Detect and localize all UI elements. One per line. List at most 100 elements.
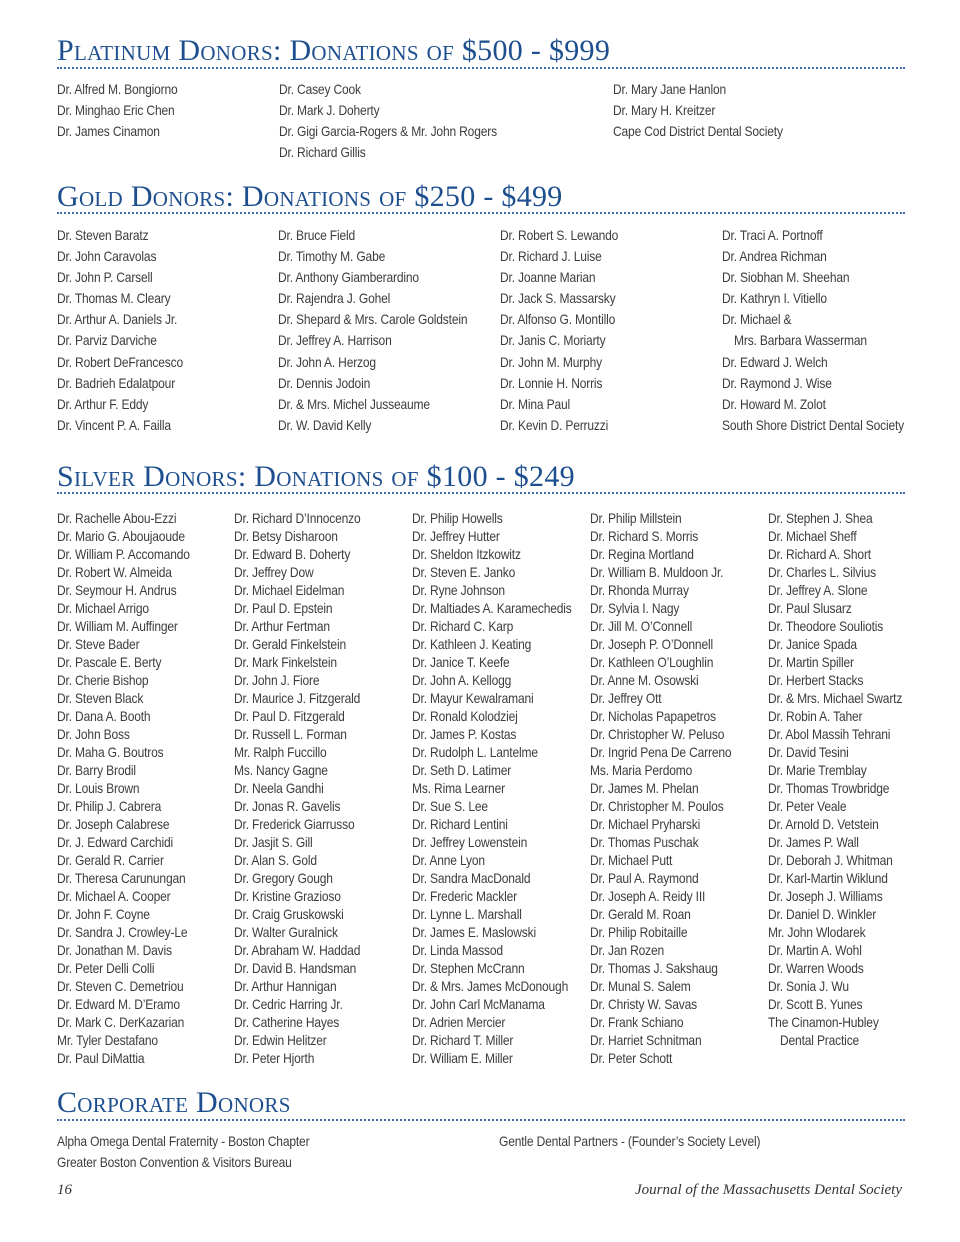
donor-name: Dr. Michael & bbox=[722, 311, 792, 328]
donor-name: Dr. Steven C. Demetriou bbox=[57, 978, 184, 995]
donor-name: Dr. Kathryn I. Vitiello bbox=[722, 290, 827, 307]
donor-name: Dr. Nicholas Papapetros bbox=[590, 708, 716, 725]
donor-name: Dr. Sonia J. Wu bbox=[768, 978, 849, 995]
platinum-column: Dr. Mary Jane Hanlon Dr. Mary H. Kreitzer… bbox=[613, 79, 810, 142]
donor-name: Dr. Siobhan M. Sheehan bbox=[722, 269, 850, 286]
donor-name: Dr. Michael Pryharski bbox=[590, 816, 701, 833]
donor-name: Dr. Gerald R. Carrier bbox=[57, 852, 164, 869]
donor-name: Dr. Parviz Darviche bbox=[57, 332, 157, 349]
donor-name: Mr. Ralph Fuccillo bbox=[234, 744, 327, 761]
donor-name: Dr. Edward J. Welch bbox=[722, 353, 828, 370]
donor-name: Dr. Howard M. Zolot bbox=[722, 395, 826, 412]
donor-name: Dr. Michael Arrigo bbox=[57, 600, 149, 617]
donor-name: Dr. Mario G. Aboujaoude bbox=[57, 528, 185, 545]
donor-name: Dr. Abraham W. Haddad bbox=[234, 942, 361, 959]
donor-name: Mr. Tyler Destafano bbox=[57, 1032, 158, 1049]
donor-name: Dr. Linda Massod bbox=[412, 942, 503, 959]
donor-name: Dr. James Cinamon bbox=[57, 123, 160, 139]
donor-name: Dr. Gerald Finkelstein bbox=[234, 636, 346, 653]
donor-name: Dr. Thomas Trowbridge bbox=[768, 780, 890, 797]
gold-column: Dr. Traci A. Portnoff Dr. Andrea Richman D… bbox=[722, 225, 934, 436]
donor-name: Dr. Christopher W. Peluso bbox=[590, 726, 725, 743]
donor-name: Dr. Joseph A. Reidy III bbox=[590, 888, 706, 905]
donor-name: South Shore District Dental Society bbox=[722, 416, 905, 433]
donor-name: Dr. Minghao Eric Chen bbox=[57, 102, 175, 118]
donor-name: Dr. Scott B. Yunes bbox=[768, 996, 863, 1013]
donor-name: Dr. Rajendra J. Gohel bbox=[278, 290, 391, 307]
corporate-column: Gentle Dental Partners - (Founder’s Soci… bbox=[499, 1131, 803, 1152]
gold-column: Dr. Robert S. Lewando Dr. Richard J. Luis… bbox=[500, 225, 637, 436]
donor-name: Dr. Mark C. DerKazarian bbox=[57, 1014, 185, 1031]
donor-name: Greater Boston Convention & Visitors Bur… bbox=[57, 1154, 292, 1170]
donor-name: Dr. Herbert Stacks bbox=[768, 672, 864, 689]
donor-name: Dr. William E. Miller bbox=[412, 1050, 513, 1067]
donor-name: Dr. Cherie Bishop bbox=[57, 672, 149, 689]
donor-name: Dr. Warren Woods bbox=[768, 960, 864, 977]
donor-name: Dr. Joanne Marian bbox=[500, 269, 596, 286]
donor-name: Dr. Mary Jane Hanlon bbox=[613, 81, 727, 97]
donor-name: Dr. Jeffrey Ott bbox=[590, 690, 662, 707]
donor-name: Dr. Jonas R. Gavelis bbox=[234, 798, 341, 815]
donor-name: Dr. Ingrid Pena De Carreno bbox=[590, 744, 732, 761]
donor-name: Dr. Rudolph L. Lantelme bbox=[412, 744, 538, 761]
donor-name: Dr. Edward M. D’Eramo bbox=[57, 996, 180, 1013]
donor-name: Dr. Ronald Kolodziej bbox=[412, 708, 518, 725]
donor-name: Dr. Anthony Giamberardino bbox=[278, 269, 419, 286]
donor-name: Dr. Janis C. Moriarty bbox=[500, 332, 606, 349]
donor-name: Dr. John M. Murphy bbox=[500, 353, 602, 370]
donor-name: Dr. & Mrs. Michel Jusseaume bbox=[278, 395, 430, 412]
donor-name: Dr. Jeffrey A. Slone bbox=[768, 582, 868, 599]
donor-name: Dr. Arthur F. Eddy bbox=[57, 395, 149, 412]
donor-name: Dr. James E. Maslowski bbox=[412, 924, 537, 941]
donor-name: Dr. Jeffrey A. Harrison bbox=[278, 332, 392, 349]
donor-name: Dr. Walter Guralnick bbox=[234, 924, 338, 941]
donor-name: Dr. Raymond J. Wise bbox=[722, 374, 832, 391]
donor-name: Dr. David Tesini bbox=[768, 744, 849, 761]
gold-column: Dr. Steven Baratz Dr. John Caravolas Dr. J… bbox=[57, 225, 204, 436]
donor-name: Dr. Craig Gruskowski bbox=[234, 906, 344, 923]
donor-name: Dr. Barry Brodil bbox=[57, 762, 136, 779]
donor-name: Dr. Lynne L. Marshall bbox=[412, 906, 522, 923]
donor-name: Dr. Theresa Carunungan bbox=[57, 870, 186, 887]
donor-name: Cape Cod District Dental Society bbox=[613, 123, 783, 139]
silver-column: Dr. Stephen J. Shea Dr. Michael Sheff Dr. … bbox=[768, 509, 924, 1049]
silver-column: Dr. Richard D’Innocenzo Dr. Betsy Disharo… bbox=[234, 509, 381, 1067]
donor-name: Dr. Philip Robitaille bbox=[590, 924, 688, 941]
donor-name: Dr. William M. Auffinger bbox=[57, 618, 178, 635]
donor-name: Dr. Catherine Hayes bbox=[234, 1014, 340, 1031]
donor-name: Dr. Kristine Grazioso bbox=[234, 888, 341, 905]
donor-name: Dr. John Caravolas bbox=[57, 248, 157, 265]
donor-name: Dr. Alfred M. Bongiorno bbox=[57, 81, 178, 97]
donor-name: Dr. Maltiades A. Karamechedis bbox=[412, 600, 572, 617]
donor-name: Dr. Anne M. Osowski bbox=[590, 672, 699, 689]
donor-name: Dr. Richard S. Morris bbox=[590, 528, 699, 545]
donor-name: Dr. Martin A. Wohl bbox=[768, 942, 862, 959]
donor-name: Dr. Daniel D. Winkler bbox=[768, 906, 877, 923]
donor-name: Dr. Karl-Martin Wiklund bbox=[768, 870, 888, 887]
donor-name: Dr. Paul D. Epstein bbox=[234, 600, 333, 617]
donor-name: Dr. Arnold D. Vetstein bbox=[768, 816, 879, 833]
donor-name: Dr. Gerald M. Roan bbox=[590, 906, 691, 923]
platinum-divider bbox=[57, 67, 905, 69]
donor-name: Dr. Seymour H. Andrus bbox=[57, 582, 177, 599]
donor-name: Dr. William B. Muldoon Jr. bbox=[590, 564, 724, 581]
donor-name: Dr. Richard J. Luise bbox=[500, 248, 602, 265]
journal-title: Journal of the Massachusetts Dental Soci… bbox=[634, 1182, 902, 1198]
donor-name: Dr. Gigi Garcia-Rogers & Mr. John Rogers bbox=[279, 123, 497, 139]
donor-name: Dr. Jeffrey Lowenstein bbox=[412, 834, 528, 851]
donor-name: Ms. Rima Learner bbox=[412, 780, 505, 797]
donor-name: Dr. Cedric Harring Jr. bbox=[234, 996, 343, 1013]
donor-name: Dr. Badrieh Edalatpour bbox=[57, 374, 176, 391]
donor-name-continued: Dental Practice bbox=[780, 1032, 860, 1049]
donor-name: Dr. Jeffrey Dow bbox=[234, 564, 314, 581]
donor-name: Mr. John Wlodarek bbox=[768, 924, 866, 941]
gold-heading: Gold Donors: Donations of $250 - $499 bbox=[57, 180, 563, 213]
donor-name: Dr. Michael Putt bbox=[590, 852, 673, 869]
donor-name: Dr. John P. Carsell bbox=[57, 269, 153, 286]
donor-name: Dr. Frederick Giarrusso bbox=[234, 816, 355, 833]
donor-name: Dr. Paul D. Fitzgerald bbox=[234, 708, 345, 725]
donor-name: Dr. John F. Coyne bbox=[57, 906, 150, 923]
donor-name: Dr. Philip J. Cabrera bbox=[57, 798, 162, 815]
donor-name: Dr. Janice T. Keefe bbox=[412, 654, 510, 671]
donor-name: Dr. Lonnie H. Norris bbox=[500, 374, 603, 391]
